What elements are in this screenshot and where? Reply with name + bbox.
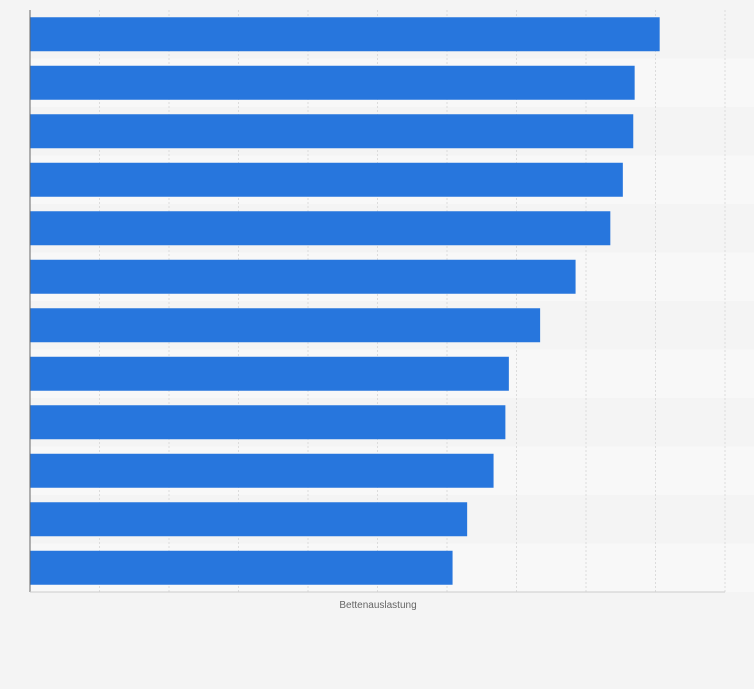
bar[interactable]	[30, 259, 576, 294]
bar[interactable]	[30, 453, 494, 488]
bar[interactable]	[30, 502, 468, 537]
bar[interactable]	[30, 550, 453, 585]
bar[interactable]	[30, 211, 611, 246]
bar[interactable]	[30, 162, 623, 197]
x-axis-title: Bettenauslastung	[339, 600, 416, 611]
bar[interactable]	[30, 405, 506, 440]
axes	[29, 10, 725, 593]
bar[interactable]	[30, 114, 634, 149]
bar[interactable]	[30, 308, 541, 343]
bar[interactable]	[30, 356, 509, 391]
bar[interactable]	[30, 17, 660, 52]
gridlines	[99, 10, 726, 592]
bar-series	[30, 17, 660, 585]
bar[interactable]	[30, 65, 635, 100]
